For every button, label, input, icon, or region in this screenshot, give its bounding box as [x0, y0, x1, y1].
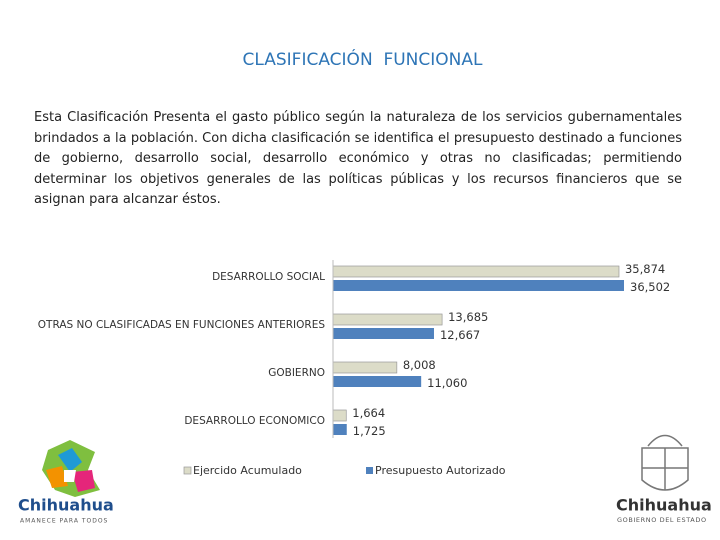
right-logo-subtitle: GOBIERNO DEL ESTADO [617, 516, 707, 524]
right-logo-shape [641, 434, 689, 491]
description: Esta Clasificación Presenta el gasto púb… [34, 110, 682, 207]
value-label: 36,502 [630, 280, 670, 294]
bar [332, 361, 398, 374]
value-label: 11,060 [427, 376, 467, 390]
value-label: 8,008 [403, 358, 436, 372]
bar [332, 313, 443, 326]
left-logo-name: Chihuahua [18, 496, 114, 515]
bar [333, 424, 347, 435]
bar [333, 280, 624, 291]
value-label: 1,664 [352, 406, 385, 420]
left-logo-slogan: AMANECE PARA TODOS [20, 518, 108, 525]
bar [332, 265, 620, 278]
value-label: 1,725 [353, 424, 386, 438]
value-label: 12,667 [440, 328, 480, 342]
value-label: 13,685 [448, 310, 488, 324]
category-label: DESARROLLO ECONOMICO [184, 415, 325, 427]
right-logo-name: Chihuahua [616, 496, 712, 515]
legend-swatch [366, 467, 373, 474]
category-label: OTRAS NO CLASIFICADAS EN FUNCIONES ANTER… [38, 319, 326, 331]
page-title: CLASIFICACIÓN FUNCIONAL [242, 50, 483, 70]
value-label: 35,874 [625, 262, 665, 276]
category-label: DESARROLLO SOCIAL [212, 271, 325, 283]
legend-swatch [183, 466, 192, 475]
bar [332, 409, 347, 422]
bar [333, 376, 422, 387]
legend-label: Ejercido Acumulado [193, 464, 302, 477]
legend-label: Presupuesto Autorizado [375, 464, 506, 477]
category-label: GOBIERNO [268, 367, 325, 379]
left-logo-shape [42, 440, 100, 497]
bar [333, 328, 434, 339]
